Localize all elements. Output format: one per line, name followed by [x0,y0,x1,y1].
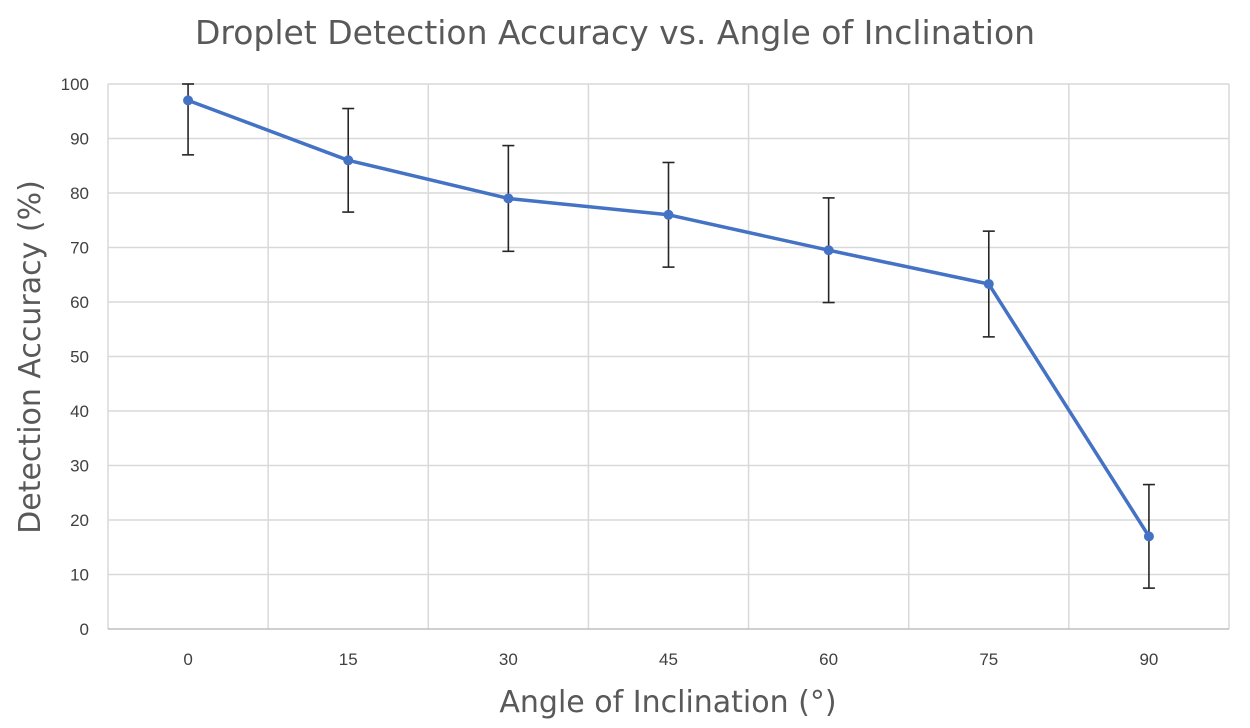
chart-title: Droplet Detection Accuracy vs. Angle of … [195,13,1035,52]
data-point [503,193,514,204]
y-tick-label: 90 [70,130,89,149]
y-tick-label: 70 [70,239,89,258]
y-tick-label: 100 [61,75,89,94]
data-point [1143,531,1154,542]
y-tick-label: 10 [70,566,89,585]
x-tick-label: 45 [659,650,678,669]
x-tick-labels: 0 15 30 45 60 75 90 [183,650,1158,669]
x-tick-label: 60 [819,650,838,669]
data-point [183,95,194,106]
series [183,95,1154,542]
x-tick-label: 0 [183,650,192,669]
y-tick-label: 30 [70,457,89,476]
data-point [983,279,994,290]
x-tick-label: 75 [979,650,998,669]
x-tick-label: 90 [1139,650,1158,669]
y-axis-title: Detection Accuracy (%) [13,180,48,534]
grid [107,83,1230,629]
error-bar [182,83,195,156]
error-bars [182,83,1155,589]
x-axis-title: Angle of Inclination (°) [499,685,836,720]
y-tick-label: 40 [70,402,89,421]
y-tick-label: 50 [70,348,89,367]
y-tick-label: 80 [70,184,89,203]
data-point [343,155,354,166]
data-point [663,209,674,220]
x-tick-label: 15 [339,650,358,669]
data-point [823,245,834,256]
y-tick-label: 0 [80,620,89,639]
y-tick-labels: 0 10 20 30 40 50 60 70 80 90 100 [61,75,89,639]
y-tick-label: 20 [70,511,89,530]
x-tick-label: 30 [499,650,518,669]
y-tick-label: 60 [70,293,89,312]
